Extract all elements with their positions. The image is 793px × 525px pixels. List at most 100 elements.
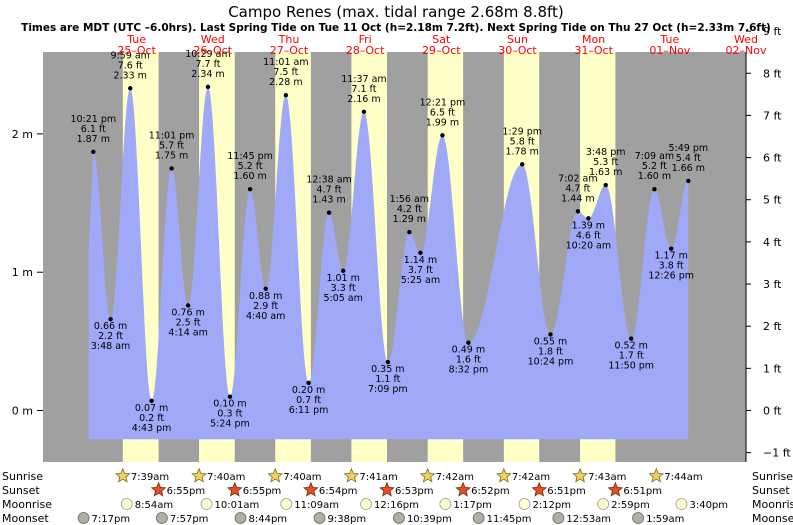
high-tide-label: 1:29 pm bbox=[502, 126, 542, 137]
low-tide-label: 10:24 pm bbox=[528, 356, 574, 367]
high-tide-label: 11:45 pm bbox=[227, 151, 273, 162]
low-tide-label: 11:50 pm bbox=[608, 361, 654, 372]
low-tide-label: 1.6 ft bbox=[456, 355, 481, 366]
moonset-icon bbox=[393, 512, 405, 524]
high-tide-label: 5.2 ft bbox=[238, 161, 263, 172]
moonset-icon bbox=[552, 512, 565, 524]
day-weekday: Thu bbox=[278, 33, 300, 46]
low-tide-label: 0.7 ft bbox=[296, 395, 321, 406]
day-date: 26–Oct bbox=[194, 44, 233, 57]
sunset-icon bbox=[531, 481, 548, 497]
low-tide-label: 6:11 pm bbox=[289, 405, 329, 416]
moonset-time: 8:44pm bbox=[249, 514, 288, 525]
low-tide-label: 1.14 m bbox=[404, 255, 437, 266]
day-weekday: Tue bbox=[126, 33, 146, 46]
sunrise-icon bbox=[343, 467, 360, 483]
low-tide-label: 0.07 m bbox=[135, 403, 168, 414]
high-tide-label: 12:38 am bbox=[306, 175, 351, 186]
sunset-icon bbox=[379, 481, 395, 497]
y-tick-label-ft: 0 ft bbox=[763, 405, 782, 418]
day-weekday: Tue bbox=[659, 33, 679, 46]
high-tide-label: 5.3 ft bbox=[593, 157, 618, 168]
y-tick-label-ft: 9 ft bbox=[763, 25, 782, 38]
day-date: 29–Oct bbox=[422, 44, 461, 57]
tide-point bbox=[227, 394, 233, 399]
moonset-icon bbox=[234, 512, 247, 524]
sunrise-time: 7:42am bbox=[512, 472, 550, 483]
tide-point bbox=[283, 92, 289, 98]
sunrise-icon bbox=[267, 467, 284, 483]
low-tide-label: 4:14 am bbox=[168, 327, 207, 338]
sunrise-icon bbox=[572, 467, 588, 483]
high-tide-label: 1.43 m bbox=[312, 195, 345, 206]
day-headers: Tue25–OctWed26–OctThu27–OctFri28–OctSat2… bbox=[117, 33, 767, 57]
tide-point bbox=[263, 286, 268, 291]
moonset-icon bbox=[472, 512, 485, 524]
sunrise-icon bbox=[419, 467, 436, 483]
row-label-right: Moonrise bbox=[752, 498, 793, 511]
tide-point bbox=[603, 182, 608, 188]
sunrise-time: 7:43am bbox=[588, 472, 626, 483]
high-tide-label: 1.87 m bbox=[77, 134, 110, 145]
y-tick-label-ft: 2 ft bbox=[763, 320, 782, 333]
tide-point bbox=[548, 332, 553, 337]
tide-point bbox=[185, 303, 191, 308]
high-tide-label: 1.63 m bbox=[589, 167, 622, 178]
tide-point bbox=[586, 216, 591, 221]
tide-point bbox=[326, 210, 332, 215]
low-tide-label: 4:40 am bbox=[246, 311, 285, 322]
low-tide-label: 3.7 ft bbox=[408, 265, 433, 276]
day-date: 31–Oct bbox=[574, 44, 613, 57]
moonrise-icon bbox=[360, 498, 372, 510]
moonset-icon bbox=[155, 512, 168, 524]
day-date: 28–Oct bbox=[346, 44, 385, 57]
day-date: 02–Nov bbox=[726, 44, 767, 57]
sunrise-icon bbox=[114, 467, 131, 483]
moonrise-icon bbox=[439, 498, 452, 510]
day-date: 27–Oct bbox=[270, 44, 309, 57]
low-tide-label: 3.3 ft bbox=[331, 283, 356, 294]
moonrise-time: 11:09am bbox=[294, 500, 339, 511]
high-tide-label: 9:59 am bbox=[110, 50, 149, 61]
sunrise-time: 7:40am bbox=[207, 472, 245, 483]
y-tick-label-m: 0 m bbox=[12, 405, 33, 418]
high-tide-label: 11:01 pm bbox=[149, 130, 195, 141]
moonrise-icon bbox=[120, 498, 133, 510]
tide-point bbox=[519, 162, 525, 167]
moonset-icon bbox=[632, 512, 644, 524]
high-tide-label: 1.75 m bbox=[155, 150, 188, 161]
low-tide-label: 1.39 m bbox=[572, 220, 605, 231]
row-label-right: Sunrise bbox=[752, 470, 793, 483]
tide-area bbox=[88, 86, 689, 440]
y-tick-label-m: 1 m bbox=[12, 266, 33, 279]
sunrise-icon bbox=[648, 467, 665, 483]
low-tide-label: 2.2 ft bbox=[98, 331, 123, 342]
high-tide-label: 1.66 m bbox=[672, 163, 705, 174]
day-weekday: Wed bbox=[734, 33, 758, 46]
high-tide-label: 5.2 ft bbox=[642, 161, 667, 172]
high-tide-label: 1.78 m bbox=[505, 146, 538, 157]
sunrise-icon bbox=[191, 467, 207, 483]
sunrise-time: 7:41am bbox=[359, 472, 397, 483]
high-tide-label: 1.99 m bbox=[426, 117, 459, 128]
day-date: 25–Oct bbox=[117, 44, 156, 57]
high-tide-label: 11:37 am bbox=[341, 74, 386, 85]
low-tide-label: 2.5 ft bbox=[176, 317, 201, 328]
sunrise-time: 7:44am bbox=[664, 472, 702, 483]
sunset-time: 6:53pm bbox=[395, 486, 434, 497]
tide-point bbox=[407, 229, 412, 235]
sunrise-time: 7:40am bbox=[283, 472, 321, 483]
high-tide-label: 2.33 m bbox=[113, 70, 146, 81]
low-tide-label: 0.49 m bbox=[452, 345, 485, 356]
low-tide-label: 0.35 m bbox=[371, 364, 404, 375]
tide-point bbox=[418, 250, 423, 256]
sunrise-icon bbox=[495, 467, 512, 483]
high-tide-label: 3:48 pm bbox=[586, 147, 626, 158]
low-tide-label: 0.52 m bbox=[614, 341, 647, 352]
moonset-time: 7:57pm bbox=[170, 514, 209, 525]
low-tide-label: 8:32 pm bbox=[449, 365, 489, 376]
high-tide-label: 2.34 m bbox=[191, 69, 224, 80]
moonrise-time: 8:54am bbox=[135, 500, 173, 511]
high-tide-label: 2.16 m bbox=[347, 94, 380, 105]
low-tide-label: 0.2 ft bbox=[139, 413, 164, 424]
